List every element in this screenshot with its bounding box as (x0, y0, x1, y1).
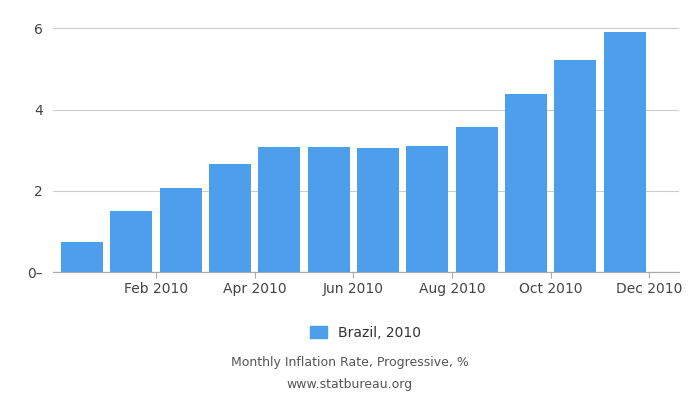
Bar (407, 146, 449, 272)
Bar (456, 127, 498, 272)
Bar (209, 164, 251, 272)
Bar (604, 32, 645, 272)
Text: www.statbureau.org: www.statbureau.org (287, 378, 413, 391)
Bar (160, 188, 202, 272)
Text: Monthly Inflation Rate, Progressive, %: Monthly Inflation Rate, Progressive, % (231, 356, 469, 369)
Bar (505, 94, 547, 272)
Bar (357, 148, 399, 272)
Bar (111, 211, 153, 272)
Bar (308, 147, 350, 272)
Bar (61, 242, 103, 272)
Bar (554, 60, 596, 272)
Bar (258, 147, 300, 272)
Legend: Brazil, 2010: Brazil, 2010 (310, 326, 421, 340)
